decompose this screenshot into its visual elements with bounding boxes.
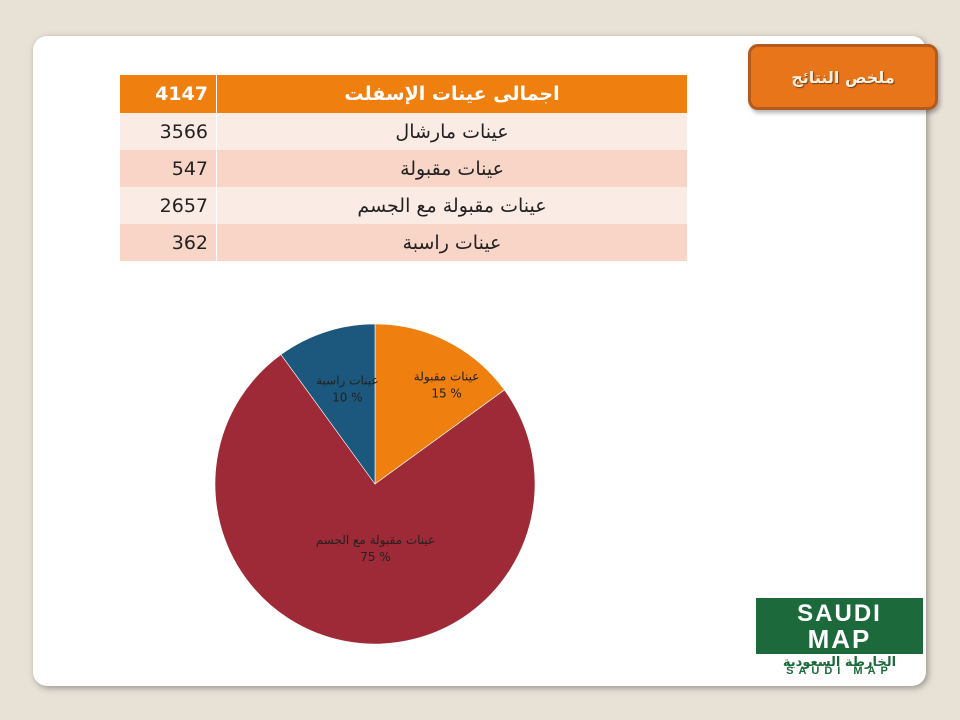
saudi-map-logo: SAUDI MAP الخارطة السعودية SAUDI MAP [756,598,923,678]
total-label: اجمالى عينات الإسفلت [216,75,687,113]
pie-slice [280,323,376,485]
row-label: عينات مقبولة [216,150,687,187]
row-value: 362 [120,224,217,261]
pie-slice-label: عينات مقبولة مع الجسم [316,533,435,548]
pie-slice-percent: 10 % [332,391,363,405]
logo-line1: SAUDI [797,600,882,627]
row-label: عينات مقبولة مع الجسم [216,187,687,224]
row-label: عينات مارشال [216,113,687,150]
table-row: 547 عينات مقبولة [120,150,687,187]
results-pie-chart: عينات مقبولة 15 % عينات مقبولة مع الجسم 75 … [214,323,536,645]
pie-slice-label: عينات راسبة [316,374,378,389]
pie-slice [374,323,505,485]
logo-english: SAUDI MAP [786,665,893,677]
table-row: 362 عينات راسبة [120,224,687,261]
row-value: 3566 [120,113,217,150]
table-header-row: 4147 اجمالى عينات الإسفلت [120,75,687,113]
row-value: 2657 [120,187,217,224]
table-row: 3566 عينات مارشال [120,113,687,150]
logo-line2: MAP [807,624,872,654]
results-summary-badge: ملخص النتائج [748,44,938,110]
pie-slice-percent: 75 % [360,550,391,564]
logo-arabic: الخارطة السعودية [782,655,897,670]
badge-label: ملخص النتائج [791,67,895,87]
pie-slice [214,354,536,645]
pie-slice-percent: 15 % [431,386,462,400]
row-value: 547 [120,150,217,187]
table-row: 2657 عينات مقبولة مع الجسم [120,187,687,224]
total-value: 4147 [120,75,217,113]
summary-table: 4147 اجمالى عينات الإسفلت 3566 عينات مار… [120,75,687,261]
row-label: عينات راسبة [216,224,687,261]
logo-badge: SAUDI MAP [756,598,923,654]
pie-slice-label: عينات مقبولة [414,369,480,384]
